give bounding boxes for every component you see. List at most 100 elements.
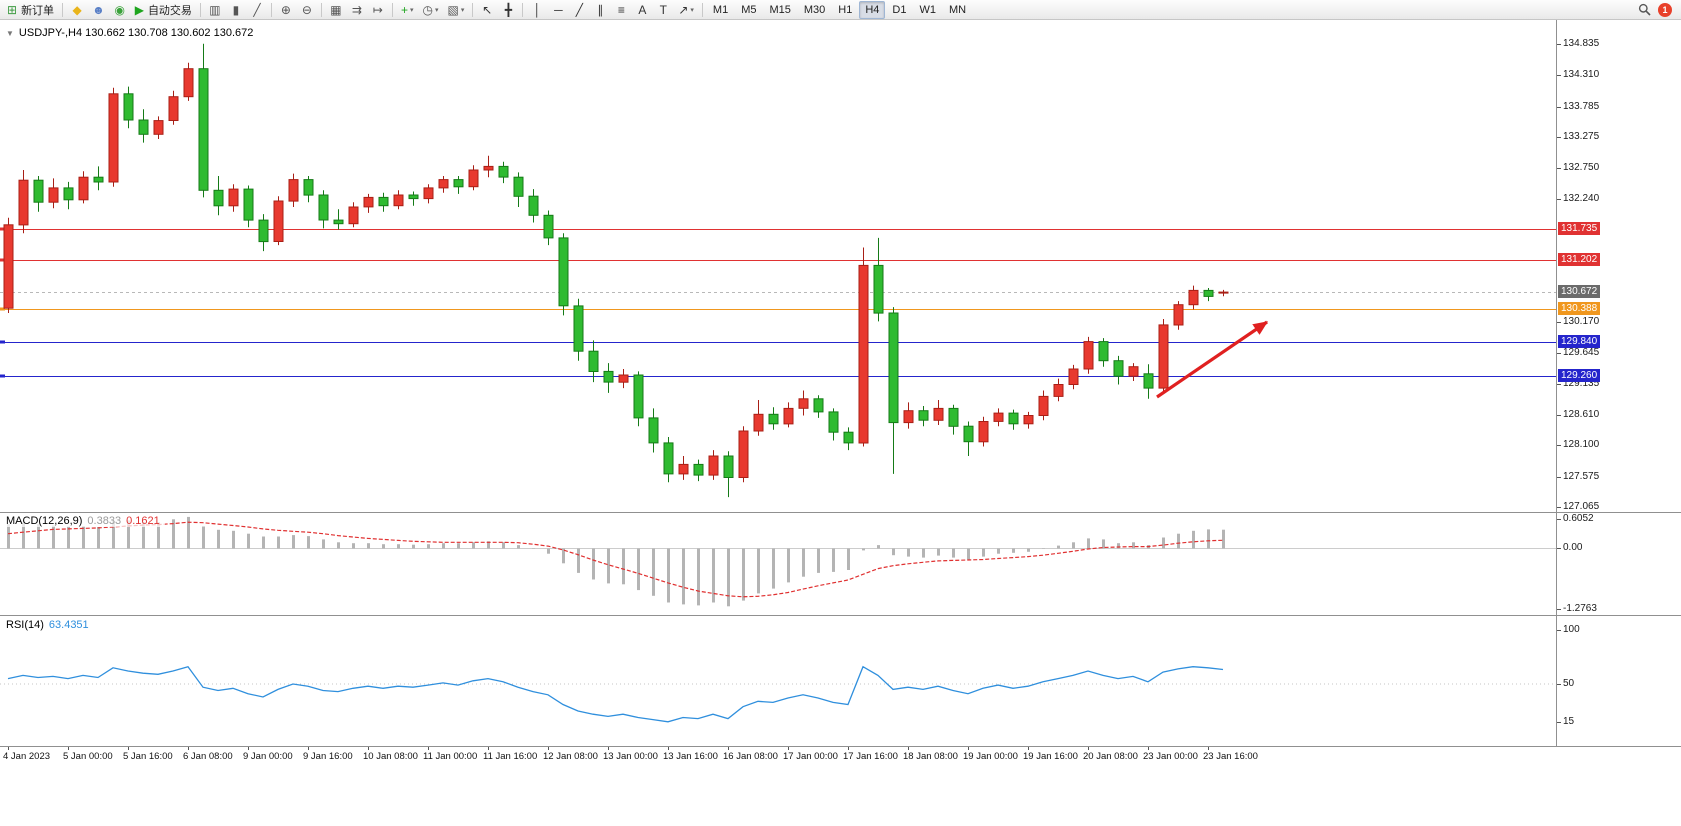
candlestick-chart-icon: ▮ [232,2,240,17]
fibonacci-button[interactable]: ≡ [611,1,631,19]
notification-badge[interactable]: 1 [1658,2,1672,17]
candle [993,408,1004,427]
indicators-button[interactable]: + ▾ [397,1,418,19]
candle [408,191,419,206]
time-tick [128,746,129,750]
one-click-collapse-icon[interactable]: ▼ [6,28,14,38]
news-button[interactable]: ◉ [110,1,130,19]
tf-w1-button[interactable]: W1 [913,1,942,19]
candle [528,189,539,223]
time-tick-label: 9 Jan 16:00 [303,751,353,762]
time-tick-label: 11 Jan 00:00 [423,751,478,762]
search-icon[interactable] [1638,3,1651,16]
price-tick-label: 129.645 [1563,347,1600,359]
text-label-icon: T [659,2,667,17]
time-tick-label: 13 Jan 16:00 [663,751,718,762]
equidistant-channel-button[interactable]: ∥ [590,1,610,19]
line-price-tag[interactable]: 131.735 [1558,221,1601,235]
line-price-tag[interactable]: 129.840 [1558,334,1601,348]
rsi-panel-canvas[interactable] [0,616,1556,746]
candlestick-chart-button[interactable]: ▮ [226,1,246,19]
text-label-button[interactable]: T [653,1,673,19]
price-tick-label: 132.240 [1563,192,1600,204]
macd-axis[interactable]: 0.6052 0.00 -1.2763 [1557,512,1677,615]
candle [888,307,899,474]
candle [378,192,389,212]
tf-m15-button[interactable]: M15 [763,1,796,19]
time-tick-label: 23 Jan 16:00 [1203,751,1258,762]
macd-main-value: 0.3833 [87,515,122,527]
candle [1143,364,1154,399]
tf-m30-button[interactable]: M30 [798,1,831,19]
bar-chart-button[interactable]: ▥ [205,1,225,19]
new-order-button[interactable]: ⊞ 新订单 [3,1,58,19]
toolbar-separator [270,2,272,17]
time-tick [248,746,249,750]
candle [468,165,479,191]
zoom-in-button[interactable]: ⊕ [276,1,296,19]
zoom-out-button[interactable]: ⊖ [297,1,317,19]
cursor-button[interactable]: ↖ [477,1,497,19]
current-price-tag[interactable]: 130.672 [1558,285,1601,299]
macd-panel-canvas[interactable] [0,512,1556,615]
candle [228,184,239,212]
time-tick [848,746,849,750]
time-tick-label: 9 Jan 00:00 [243,751,293,762]
time-axis[interactable]: 4 Jan 2023 5 Jan 00:00 5 Jan 16:00 6 Jan 08… [0,746,1556,766]
mql5-button[interactable]: ◆ [67,1,87,19]
price-axis[interactable]: 134.835 134.310 133.785 133.275 132.750 132.2… [1557,20,1677,512]
toolbar-separator [199,2,201,17]
vertical-line-button[interactable]: │ [527,1,547,19]
tf-h4-button[interactable]: H4 [859,0,886,19]
auto-scroll-button[interactable]: ⇉ [347,1,367,19]
time-tick-label: 6 Jan 08:00 [183,751,233,762]
line-anchor [0,227,5,231]
macd-panel-separator[interactable] [0,512,1681,513]
line-price-tag[interactable]: 131.202 [1558,253,1601,267]
rsi-panel-separator[interactable] [0,615,1681,616]
news-icon: ◉ [114,2,125,17]
line-price-tag[interactable]: 129.260 [1558,369,1601,383]
tf-h1-button[interactable]: H1 [832,1,858,19]
rsi-value: 63.4351 [48,619,89,631]
line-price-tag[interactable]: 130.388 [1558,301,1601,315]
candle [213,176,224,216]
profile-button[interactable]: ☻ [88,1,109,19]
tf-m1-button[interactable]: M1 [707,1,734,19]
price-tick [1557,199,1561,200]
auto-trading-button[interactable]: ▶ 自动交易 [131,1,196,19]
price-tick-label: 128.100 [1563,439,1600,451]
price-tick-label: 132.750 [1563,162,1600,174]
candle [1113,355,1124,385]
candle [1158,319,1169,393]
candle [873,237,884,322]
templates-button[interactable]: ▧ ▾ [443,1,468,19]
horizontal-line-button[interactable]: ─ [548,1,568,19]
price-chart-canvas[interactable] [0,20,1556,512]
candle [78,171,89,204]
periods-button[interactable]: ◷ ▾ [418,1,442,19]
tf-mn-button[interactable]: MN [943,1,972,19]
profile-icon: ☻ [92,2,105,17]
tile-windows-button[interactable]: ▦ [326,1,346,19]
line-chart-button[interactable]: ╱ [247,1,267,19]
tf-d1-button[interactable]: D1 [886,1,912,19]
candle [1083,336,1094,374]
periods-icon: ◷ [422,2,433,17]
trendline-button[interactable]: ╱ [569,1,589,19]
arrow-objects-button[interactable]: ↗ ▾ [674,1,698,19]
tf-m5-button[interactable]: M5 [735,1,762,19]
new-order-label: 新订单 [21,4,55,17]
candle [678,456,689,480]
line-anchor [0,374,5,378]
rsi-axis[interactable]: 100 50 15 [1557,616,1677,746]
candle [198,43,209,198]
text-button[interactable]: A [632,1,652,19]
price-tick [1557,353,1561,354]
candle [1053,378,1064,402]
crosshair-button[interactable]: ╋ [498,1,518,19]
chart-shift-button[interactable]: ↦ [368,1,388,19]
arrow-objects-dropdown-icon: ▾ [690,6,694,14]
time-tick [1028,746,1029,750]
